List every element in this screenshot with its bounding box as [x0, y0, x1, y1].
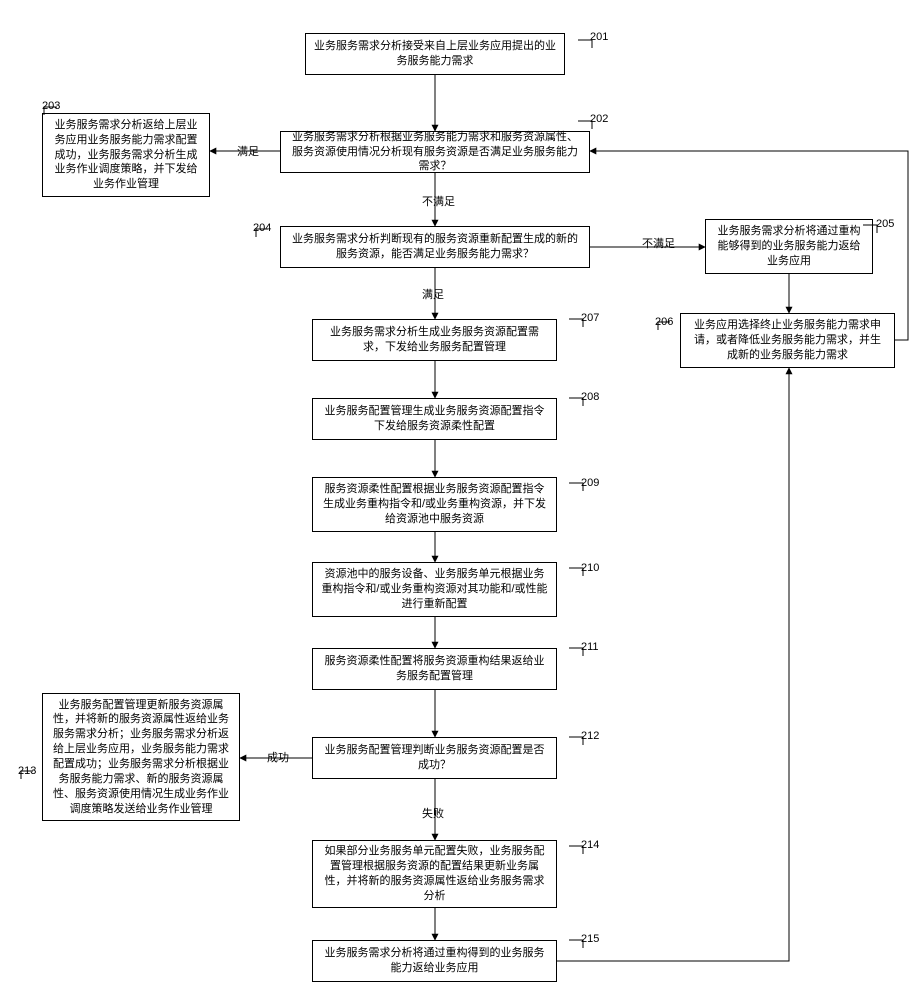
node-211: 服务资源柔性配置将服务资源重构结果返给业务服务配置管理: [312, 648, 557, 690]
node-206: 业务应用选择终止业务服务能力需求申请，或者降低业务服务能力需求，并生成新的业务服…: [680, 313, 895, 368]
node-214: 如果部分业务服务单元配置失败，业务服务配置管理根据服务资源的配置结果更新业务属性…: [312, 840, 557, 908]
label-202-204: 不满足: [420, 193, 457, 209]
label-202-203: 满足: [235, 143, 261, 159]
node-num-203: 203: [42, 100, 60, 112]
node-text: 业务服务需求分析将通过重构得到的业务服务能力返给业务应用: [321, 946, 548, 976]
node-text: 业务服务需求分析接受来自上层业务应用提出的业务服务能力需求: [314, 39, 556, 69]
node-num-202: 202: [590, 113, 608, 125]
node-204: 业务服务需求分析判断现有的服务资源重新配置生成的新的服务资源，能否满足业务服务能…: [280, 226, 590, 268]
node-num-206: 206: [655, 316, 673, 328]
node-text: 业务服务需求分析将通过重构能够得到的业务服务能力返给业务应用: [714, 224, 864, 269]
node-num-201: 201: [590, 31, 608, 43]
node-text: 服务资源柔性配置根据业务服务资源配置指令生成业务重构指令和/或业务重构资源，并下…: [321, 482, 548, 527]
node-text: 资源池中的服务设备、业务服务单元根据业务重构指令和/或业务重构资源对其功能和/或…: [321, 567, 548, 612]
node-num-210: 210: [581, 562, 599, 574]
node-text: 如果部分业务服务单元配置失败，业务服务配置管理根据服务资源的配置结果更新业务属性…: [321, 844, 548, 903]
node-207: 业务服务需求分析生成业务服务资源配置需求，下发给业务服务配置管理: [312, 319, 557, 361]
label-204-205: 不满足: [640, 235, 677, 251]
node-num-207: 207: [581, 312, 599, 324]
node-text: 服务资源柔性配置将服务资源重构结果返给业务服务配置管理: [321, 654, 548, 684]
node-text: 业务服务需求分析生成业务服务资源配置需求，下发给业务服务配置管理: [321, 325, 548, 355]
label-204-207: 满足: [420, 286, 446, 302]
label-212-213: 成功: [265, 749, 291, 765]
label-212-214: 失败: [420, 805, 446, 821]
node-213: 业务服务配置管理更新服务资源属性，并将新的服务资源属性返给业务服务需求分析；业务…: [42, 693, 240, 821]
node-num-212: 212: [581, 730, 599, 742]
node-num-215: 215: [581, 933, 599, 945]
node-209: 服务资源柔性配置根据业务服务资源配置指令生成业务重构指令和/或业务重构资源，并下…: [312, 477, 557, 532]
node-205: 业务服务需求分析将通过重构能够得到的业务服务能力返给业务应用: [705, 219, 873, 274]
node-num-209: 209: [581, 477, 599, 489]
node-text: 业务服务需求分析根据业务服务能力需求和服务资源属性、服务资源使用情况分析现有服务…: [289, 130, 581, 175]
node-203: 业务服务需求分析返给上层业务应用业务服务能力需求配置成功，业务服务需求分析生成业…: [42, 113, 210, 197]
node-212: 业务服务配置管理判断业务服务资源配置是否成功？: [312, 737, 557, 779]
node-num-213: 213: [18, 765, 36, 777]
node-num-205: 205: [876, 218, 894, 230]
node-num-214: 214: [581, 839, 599, 851]
node-num-204: 204: [253, 222, 271, 234]
node-text: 业务服务配置管理判断业务服务资源配置是否成功？: [321, 743, 548, 773]
node-text: 业务服务配置管理生成业务服务资源配置指令下发给服务资源柔性配置: [321, 404, 548, 434]
node-text: 业务应用选择终止业务服务能力需求申请，或者降低业务服务能力需求，并生成新的业务服…: [689, 318, 886, 363]
node-202: 业务服务需求分析根据业务服务能力需求和服务资源属性、服务资源使用情况分析现有服务…: [280, 131, 590, 173]
node-num-211: 211: [581, 641, 599, 653]
node-num-208: 208: [581, 391, 599, 403]
node-208: 业务服务配置管理生成业务服务资源配置指令下发给服务资源柔性配置: [312, 398, 557, 440]
node-210: 资源池中的服务设备、业务服务单元根据业务重构指令和/或业务重构资源对其功能和/或…: [312, 562, 557, 617]
node-215: 业务服务需求分析将通过重构得到的业务服务能力返给业务应用: [312, 940, 557, 982]
node-text: 业务服务需求分析判断现有的服务资源重新配置生成的新的服务资源，能否满足业务服务能…: [289, 232, 581, 262]
flowchart-canvas: 业务服务需求分析接受来自上层业务应用提出的业务服务能力需求 201 业务服务需求…: [0, 0, 922, 1000]
node-201: 业务服务需求分析接受来自上层业务应用提出的业务服务能力需求: [305, 33, 565, 75]
node-text: 业务服务配置管理更新服务资源属性，并将新的服务资源属性返给业务服务需求分析；业务…: [51, 698, 231, 817]
node-text: 业务服务需求分析返给上层业务应用业务服务能力需求配置成功，业务服务需求分析生成业…: [51, 118, 201, 192]
